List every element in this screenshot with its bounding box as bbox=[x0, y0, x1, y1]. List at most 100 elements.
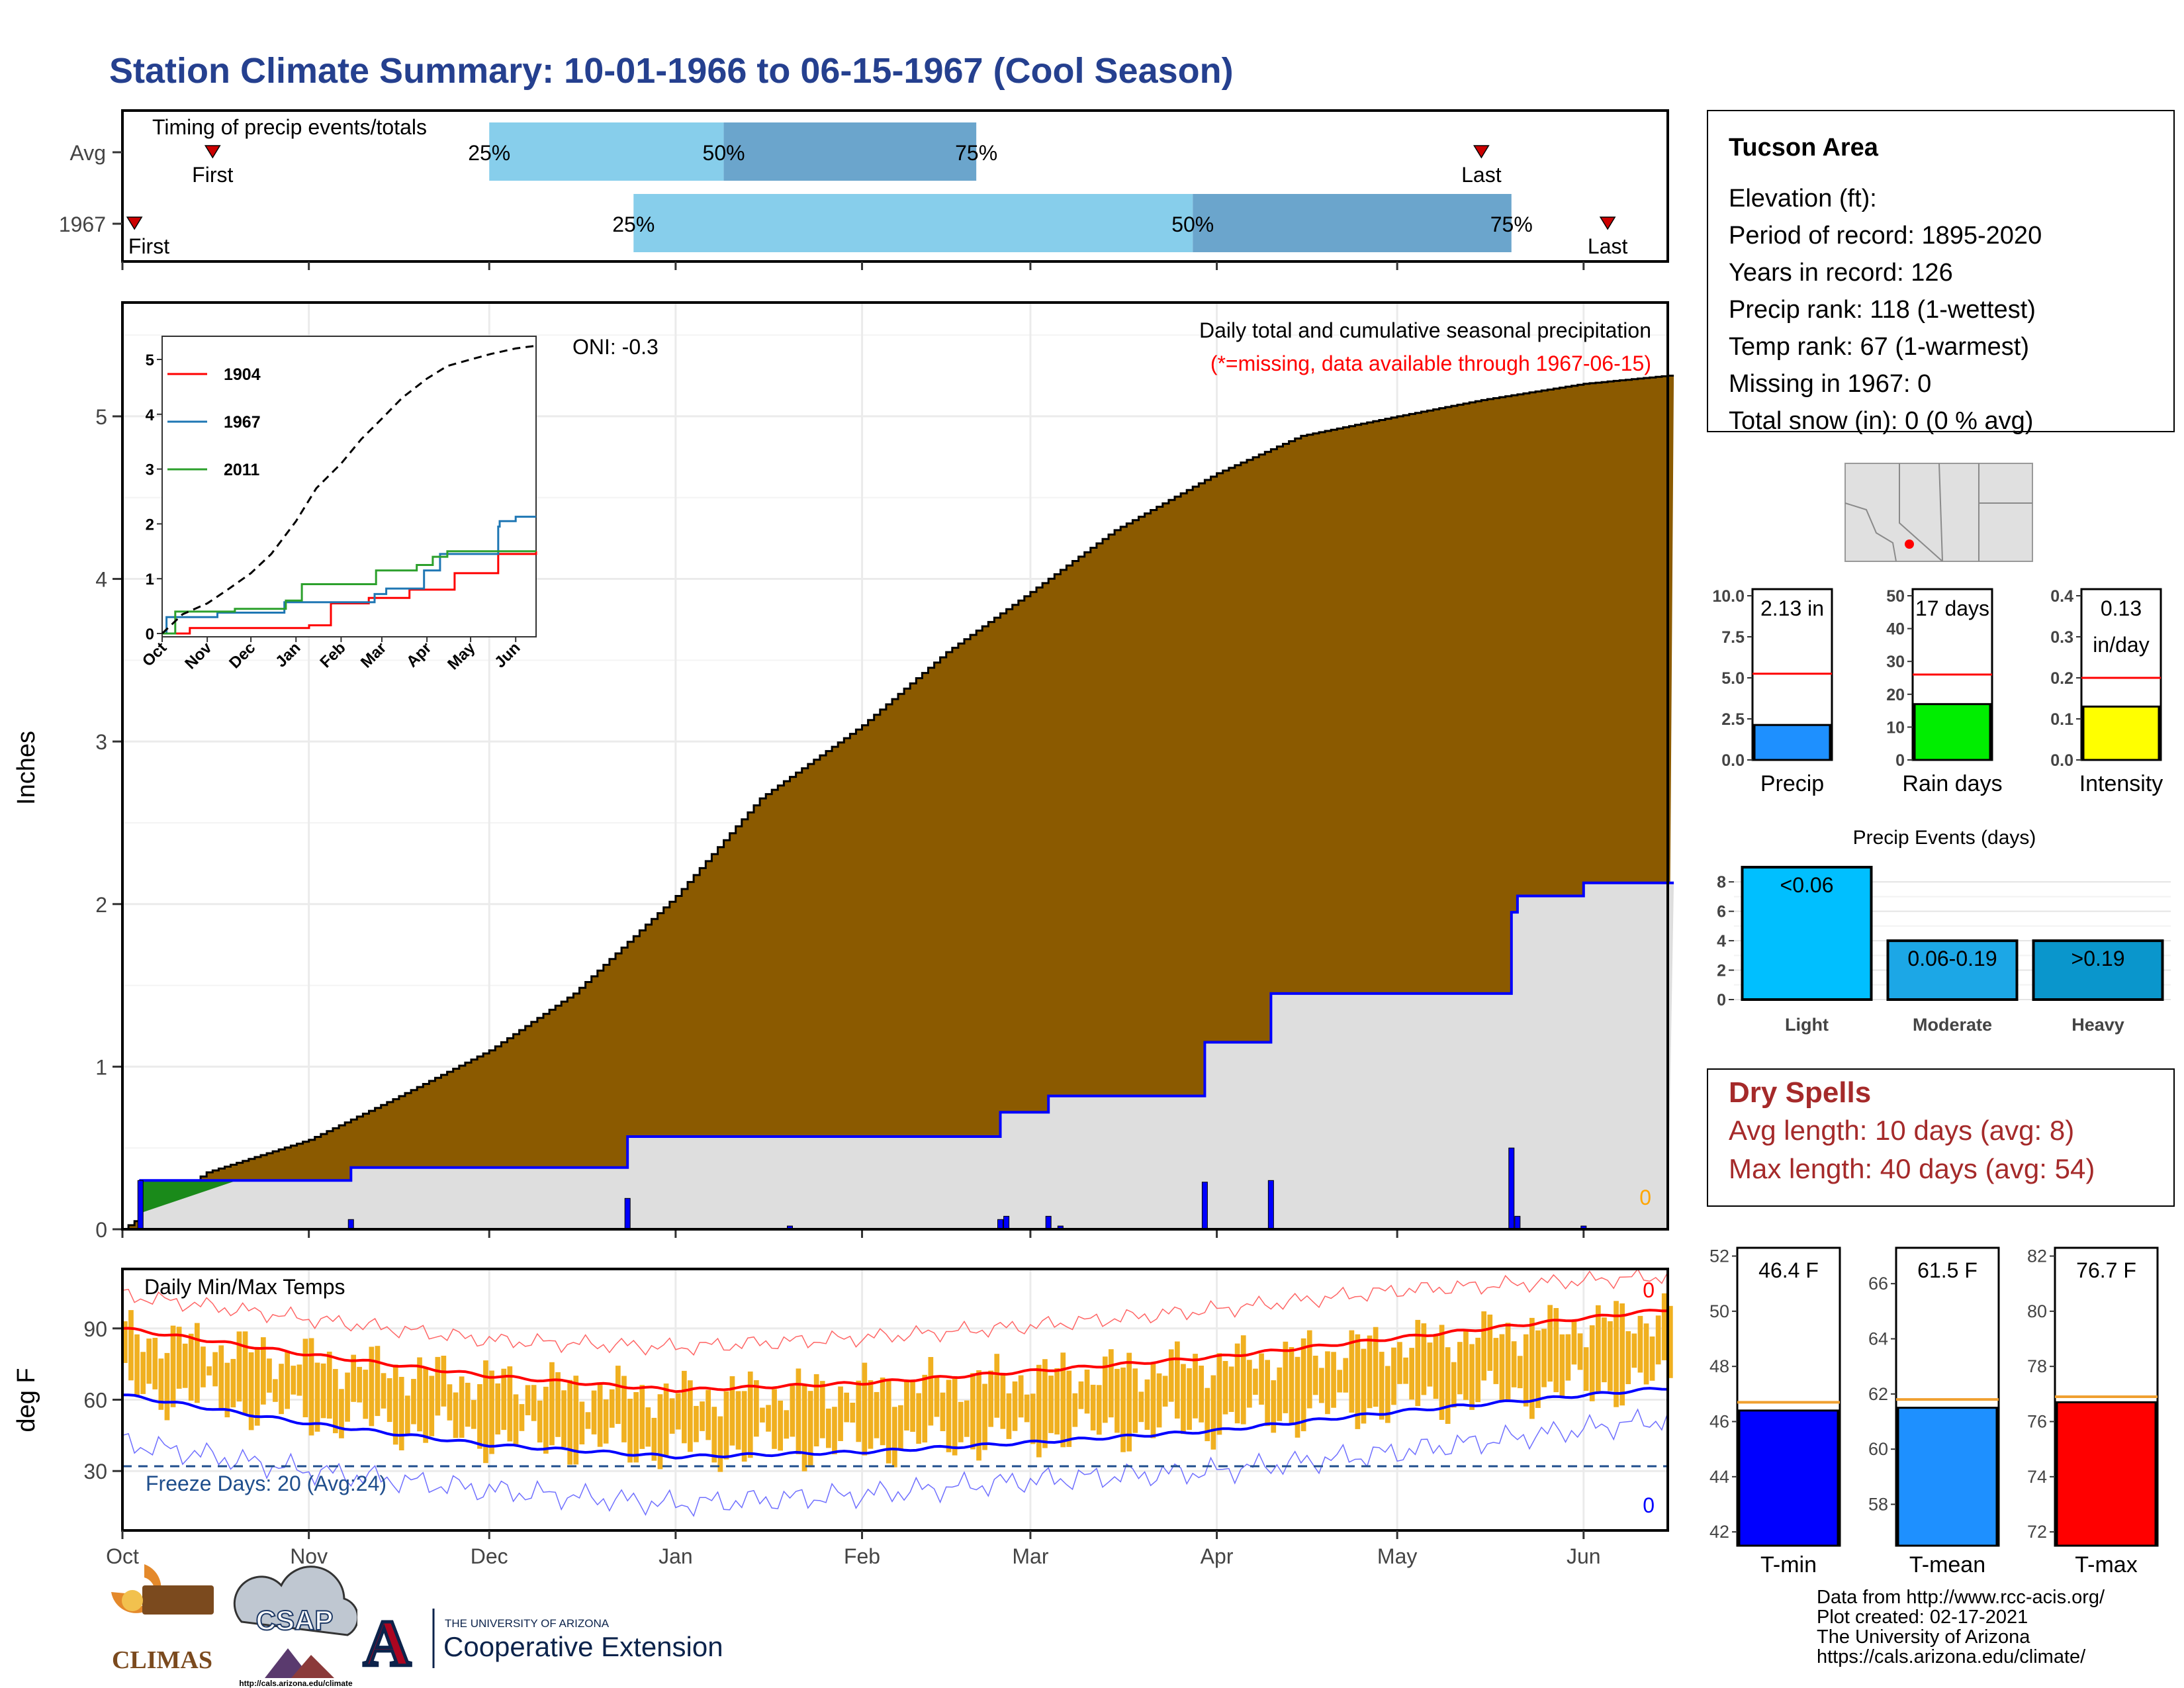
q50-label: 50% bbox=[1171, 212, 1214, 236]
daily-temp-range-bar bbox=[164, 1352, 170, 1421]
daily-temp-range-bar bbox=[627, 1399, 633, 1463]
daily-temp-range-bar bbox=[314, 1362, 320, 1432]
precip-y-tick-label: 1 bbox=[95, 1055, 107, 1079]
daily-temp-range-bar bbox=[1306, 1330, 1312, 1409]
daily-temp-range-bar bbox=[796, 1368, 801, 1454]
first-event-marker bbox=[204, 145, 221, 159]
events-y-tick-label: 0 bbox=[1717, 991, 1726, 1009]
temp-y-label: deg F bbox=[13, 1368, 40, 1432]
precip-y-label: Inches bbox=[13, 731, 40, 805]
temp-bar-y-tick-label: 58 bbox=[1868, 1495, 1888, 1515]
daily-temp-range-bar bbox=[657, 1394, 663, 1470]
daily-temp-range-bar bbox=[579, 1401, 585, 1444]
daily-temp-range-bar bbox=[122, 1321, 128, 1363]
temp-bar-value bbox=[2056, 1401, 2157, 1547]
daily-temp-range-bar bbox=[1457, 1342, 1463, 1395]
daily-temp-range-bar bbox=[218, 1345, 224, 1409]
daily-temp-range-bar bbox=[1505, 1323, 1511, 1400]
daily-precip-bar bbox=[347, 1219, 354, 1230]
timing-row-label: 1967 bbox=[59, 212, 106, 236]
daily-temp-range-bar bbox=[1614, 1301, 1619, 1407]
daily-temp-range-bar bbox=[158, 1358, 164, 1410]
daily-temp-range-bar bbox=[291, 1366, 296, 1395]
daily-temp-range-bar bbox=[1234, 1343, 1240, 1424]
daily-temp-range-bar bbox=[1541, 1329, 1547, 1387]
daily-temp-range-bar bbox=[694, 1405, 699, 1442]
daily-precip-bar bbox=[1003, 1215, 1010, 1230]
credit-line: The University of Arizona bbox=[1817, 1626, 2030, 1648]
daily-temp-range-bar bbox=[916, 1393, 921, 1444]
daily-temp-range-bar bbox=[597, 1384, 603, 1447]
daily-temp-range-bar bbox=[645, 1407, 651, 1447]
daily-temp-range-bar bbox=[1517, 1356, 1523, 1389]
temp-bar-y-tick-label: 52 bbox=[1709, 1246, 1729, 1266]
daily-temp-range-bar bbox=[1475, 1337, 1480, 1403]
daily-temp-range-bar bbox=[1487, 1314, 1493, 1371]
event-bar-label: <0.06 bbox=[1780, 873, 1834, 897]
mini-bar-y-tick-label: 20 bbox=[1886, 686, 1905, 704]
month-label: Oct bbox=[106, 1544, 139, 1568]
daily-temp-range-bar bbox=[1668, 1305, 1673, 1378]
daily-temp-range-bar bbox=[1385, 1366, 1390, 1423]
daily-temp-range-bar bbox=[182, 1343, 188, 1388]
daily-temp-range-bar bbox=[1253, 1368, 1258, 1395]
daily-temp-range-bar bbox=[1138, 1391, 1144, 1423]
first-event-label: First bbox=[192, 163, 233, 187]
daily-temp-range-bar bbox=[1259, 1353, 1264, 1405]
average-max-line bbox=[122, 1309, 1668, 1393]
daily-temp-range-bar bbox=[285, 1351, 290, 1409]
daily-temp-range-bar bbox=[387, 1378, 392, 1423]
daily-temp-range-bar bbox=[296, 1364, 302, 1396]
daily-temp-range-bar bbox=[1115, 1368, 1120, 1433]
temp-bar-y-tick-label: 76 bbox=[2027, 1412, 2047, 1432]
daily-temp-range-bar bbox=[1547, 1305, 1553, 1382]
daily-temp-range-bar bbox=[1295, 1356, 1300, 1438]
daily-temp-range-bar bbox=[682, 1370, 687, 1444]
daily-temp-range-bar bbox=[669, 1398, 675, 1434]
daily-temp-range-bar bbox=[537, 1400, 543, 1443]
university-of-arizona-logo: A THE UNIVERSITY OF ARIZONA Cooperative … bbox=[357, 1605, 723, 1682]
daily-temp-range-bar bbox=[1661, 1293, 1667, 1360]
daily-temp-range-bar bbox=[934, 1376, 940, 1417]
last-event-marker bbox=[1599, 216, 1616, 230]
mini-bar-value bbox=[1753, 724, 1831, 761]
ua-block-a: A bbox=[363, 1607, 411, 1680]
daily-temp-range-bar bbox=[766, 1405, 771, 1432]
daily-temp-range-bar bbox=[465, 1382, 471, 1427]
daily-temp-range-bar bbox=[1024, 1394, 1030, 1423]
daily-temp-range-bar bbox=[447, 1384, 453, 1421]
daily-temp-range-bar bbox=[838, 1386, 843, 1441]
daily-temp-range-bar bbox=[609, 1389, 615, 1428]
above-average-fill bbox=[140, 1180, 237, 1213]
mini-bar-y-tick-label: 0.0 bbox=[2050, 751, 2073, 770]
daily-temp-range-bar bbox=[176, 1327, 182, 1389]
daily-temp-range-bar bbox=[567, 1380, 572, 1465]
daily-temp-range-bar bbox=[1379, 1352, 1385, 1420]
inset-series-line bbox=[162, 551, 537, 635]
event-category-label: Moderate bbox=[1913, 1015, 1992, 1035]
daily-temp-range-bar bbox=[195, 1323, 200, 1403]
daily-temp-range-bar bbox=[170, 1325, 176, 1407]
csap-url: http://cals.arizona.edu/climate bbox=[239, 1679, 353, 1688]
inset-y-tick-label: 5 bbox=[146, 352, 154, 369]
dry-spells-title: Dry Spells bbox=[1729, 1076, 1871, 1109]
daily-temp-range-bar bbox=[1343, 1358, 1349, 1393]
daily-temp-range-bar bbox=[1415, 1319, 1421, 1407]
season-cumulative-area bbox=[122, 882, 1674, 1229]
daily-temp-range-bar bbox=[273, 1379, 278, 1402]
temp-bar-value-label: 46.4 F bbox=[1758, 1258, 1819, 1282]
credit-line: https://cals.arizona.edu/climate/ bbox=[1817, 1646, 2086, 1667]
daily-temp-range-bar bbox=[862, 1362, 868, 1456]
daily-temp-range-bar bbox=[405, 1395, 410, 1436]
daily-temp-range-bar bbox=[1193, 1354, 1198, 1419]
daily-temp-range-bar bbox=[1216, 1353, 1222, 1435]
q25-label: 25% bbox=[468, 141, 510, 165]
daily-temp-range-bar bbox=[946, 1380, 952, 1452]
daily-temp-range-bar bbox=[801, 1385, 807, 1472]
record-low-line bbox=[122, 1408, 1668, 1517]
events-title: Precip Events (days) bbox=[1853, 827, 2036, 849]
daily-temp-range-bar bbox=[1181, 1364, 1186, 1434]
daily-temp-range-bar bbox=[723, 1391, 729, 1460]
daily-temp-range-bar bbox=[417, 1357, 422, 1432]
daily-temp-range-bar bbox=[1312, 1356, 1318, 1395]
